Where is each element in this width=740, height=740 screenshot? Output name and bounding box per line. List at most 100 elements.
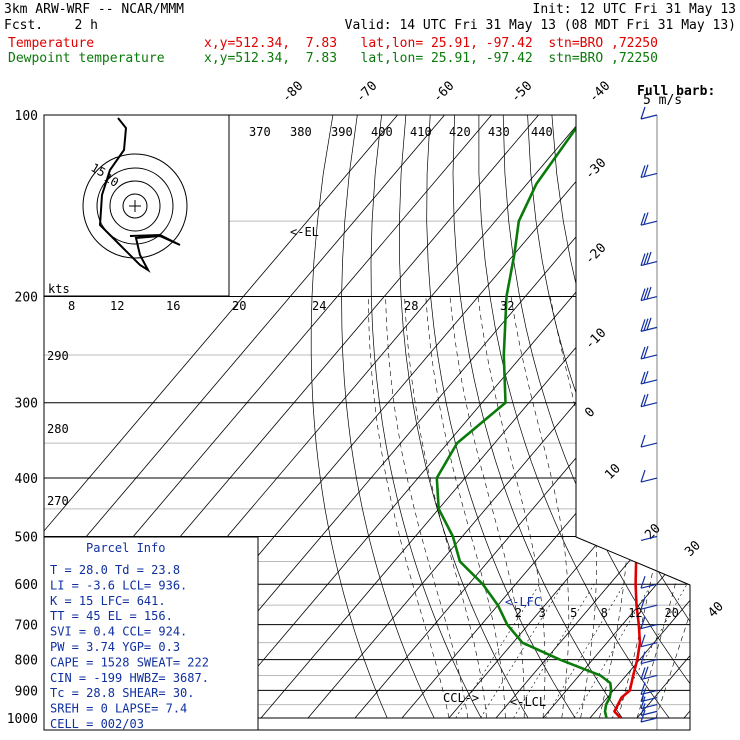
wind-barb-250 xyxy=(640,345,658,360)
mixing-ratio-label-12: 12 xyxy=(628,606,642,620)
mixing-ratio-20 xyxy=(611,584,688,719)
parcel-info-row-0: T = 28.0 Td = 23.8 xyxy=(50,563,180,577)
moist-adiabat-30 xyxy=(636,296,690,719)
moist-adiabat--2 xyxy=(404,296,487,719)
theta-label-370: 370 xyxy=(249,125,271,139)
isotherm-right-label-4: 10 xyxy=(602,461,624,483)
pressure-label-600: 600 xyxy=(15,578,38,593)
parcel-info-row-6: CAPE = 1528 SWEAT= 222 xyxy=(50,655,209,669)
parcel-info-row-5: PW = 3.74 YGP= 0.3 xyxy=(50,640,180,654)
dry-adiabat-270 xyxy=(370,115,482,719)
parcel-info-row-8: Tc = 28.8 SHEAR= 30. xyxy=(50,686,195,700)
dry-adiabat-370 xyxy=(624,115,690,719)
dry-adiabat-250 xyxy=(310,115,388,719)
wind-barb-100 xyxy=(640,106,658,120)
isotherm-20 xyxy=(589,115,690,719)
lcl-marker: <-LCL xyxy=(510,695,546,709)
wind-barb-350 xyxy=(640,434,658,448)
isotherm-top-label-3: -50 xyxy=(508,79,535,106)
wind-barb-1000 xyxy=(640,709,658,723)
dry-adiabat-400 xyxy=(698,115,740,718)
isotherm--20 xyxy=(401,115,690,719)
isotherm-0 xyxy=(495,115,690,719)
dry-adiabat-330 xyxy=(527,115,690,719)
wind-barb-500 xyxy=(640,535,658,542)
parcel-info-row-4: SVI = 0.4 CCL= 924. xyxy=(50,625,187,639)
wind-barb-650 xyxy=(640,596,658,610)
isotherm-top-label-0: -80 xyxy=(279,79,306,106)
dry-adiabat-310 xyxy=(478,115,670,719)
theta-left-label-280: 280 xyxy=(47,422,69,436)
wind-barb-975 xyxy=(640,703,658,716)
wind-barbs xyxy=(640,106,658,730)
pressure-label-500: 500 xyxy=(15,530,38,545)
isotherm-10 xyxy=(542,115,690,719)
ccl-marker: CCL-> xyxy=(443,691,479,705)
mixing-ratio-8 xyxy=(545,584,625,719)
dry-adiabat-260 xyxy=(341,115,435,719)
isotherm-right-label-6: 30 xyxy=(682,538,704,560)
isotherm-30 xyxy=(636,115,690,719)
dry-adiabat-360 xyxy=(600,115,690,719)
theta-label-400: 400 xyxy=(371,125,393,139)
pressure-label-800: 800 xyxy=(15,654,38,669)
wind-barb-175 xyxy=(640,251,658,267)
wind-barb-300 xyxy=(640,393,658,408)
moist-adiabat-10 xyxy=(477,296,546,719)
moist-adiabat--6 xyxy=(385,296,469,719)
parcel-info-row-9: SREH = 0 LAPSE= 7.4 xyxy=(50,702,187,716)
isotherm-40 xyxy=(683,115,690,719)
hodo-speed-label-20: 20 xyxy=(232,299,246,313)
isotherm-right-label-7: 40 xyxy=(705,599,727,621)
hodo-speed-label-12: 12 xyxy=(110,299,124,313)
theta-label-430: 430 xyxy=(488,125,510,139)
wind-barb-150 xyxy=(640,212,658,226)
isotherm-right-label-1: -20 xyxy=(582,241,609,268)
hodo-ring-label-10: 10 xyxy=(102,170,122,189)
theta-label-420: 420 xyxy=(449,125,471,139)
isotherm--30 xyxy=(354,115,690,719)
wind-barb-700 xyxy=(640,616,658,630)
isotherm-right-label-2: -10 xyxy=(582,326,609,353)
hodo-speed-label-28: 28 xyxy=(404,299,418,313)
barb-legend-title: Full barb: xyxy=(637,84,715,99)
hodo-speed-label-16: 16 xyxy=(166,299,180,313)
hodo-ring-2 xyxy=(96,167,174,245)
mixing-ratio-label-2: 2 xyxy=(515,606,522,620)
wind-barb-850 xyxy=(640,666,658,681)
barb-legend-value: 5 m/s xyxy=(643,93,682,108)
model-name: 3km ARW-WRF -- NCAR/MMM xyxy=(4,2,185,17)
temperature-location: x,y=512.34, 7.83 lat,lon= 25.91, -97.42 … xyxy=(204,36,658,51)
hodo-ring-3 xyxy=(82,153,188,259)
mixing-ratio-label-5: 5 xyxy=(570,606,577,620)
moist-adiabat-22 xyxy=(597,296,630,719)
moist-adiabat--10 xyxy=(368,296,450,719)
dry-adiabat-350 xyxy=(575,115,690,719)
dry-adiabat-380 xyxy=(648,115,690,719)
wind-barb-225 xyxy=(640,317,658,332)
dewpoint-line xyxy=(435,115,613,719)
moist-adiabat-34 xyxy=(655,296,690,719)
wind-barb-400 xyxy=(640,469,658,483)
dry-adiabat-390 xyxy=(673,115,690,719)
isotherm-top-label-2: -60 xyxy=(430,79,457,106)
isotherm--40 xyxy=(307,115,690,719)
dry-adiabat-290 xyxy=(426,115,576,719)
parcel-info-row-2: K = 15 LFC= 641. xyxy=(50,594,166,608)
theta-left-label-290: 290 xyxy=(47,349,69,363)
wind-barb-925 xyxy=(640,689,658,703)
parcel-info-title: Parcel Info xyxy=(86,541,165,555)
pressure-label-400: 400 xyxy=(15,472,38,487)
legend-dewpoint: Dewpoint temperature xyxy=(8,51,165,66)
mixing-ratio-label-3: 3 xyxy=(539,606,546,620)
forecast-hour: Fcst. 2 h xyxy=(4,18,98,33)
pressure-label-300: 300 xyxy=(15,397,38,412)
moist-adiabat-14 xyxy=(510,296,570,719)
wind-barb-275 xyxy=(640,370,658,385)
parcel-info-row-10: CELL = 002/03 xyxy=(50,717,144,731)
init-time: Init: 12 UTC Fri 31 May 13 xyxy=(532,2,737,17)
mixing-ratio-label-8: 8 xyxy=(601,606,608,620)
theta-label-380: 380 xyxy=(290,125,312,139)
mixing-ratio-12 xyxy=(573,584,652,719)
